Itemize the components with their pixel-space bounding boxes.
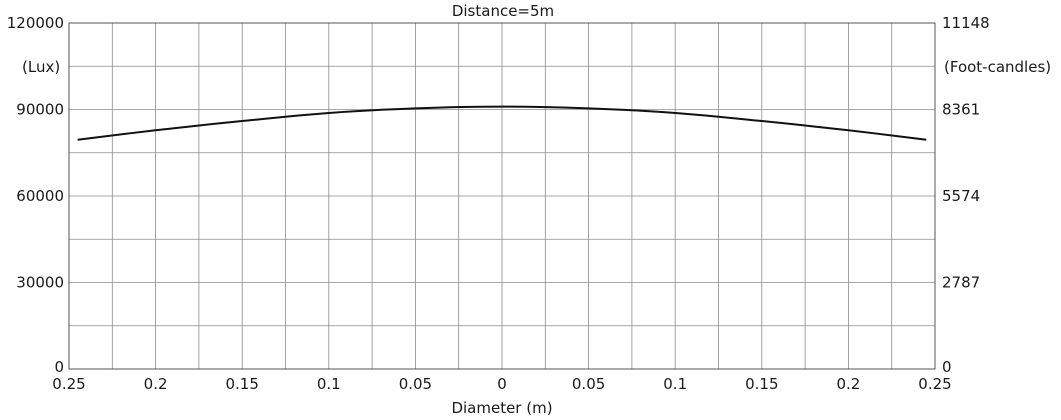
x-tick-label: 0.25 <box>918 375 951 393</box>
y2-tick-label: 2787 <box>942 274 980 292</box>
y2-tick-label: 8361 <box>942 101 980 119</box>
x-axis-title: Diameter (m) <box>451 399 552 417</box>
x-tick-label: 0.1 <box>663 375 687 393</box>
x-axis-ticks: 0.25 0.2 0.15 0.1 0.05 0 0.05 0.1 0.15 0.2 0.25 <box>52 375 951 393</box>
series-layer <box>77 105 927 141</box>
y2-tick-label: 11148 <box>942 14 990 32</box>
y-axis-ticks: 0 30000 60000 90000 120000 <box>7 14 64 376</box>
y-axis-unit-label: (Lux) <box>22 58 60 76</box>
series-line <box>77 105 927 141</box>
y-tick-label: 0 <box>54 358 64 376</box>
x-tick-label: 0.05 <box>572 375 605 393</box>
x-tick-label: 0.15 <box>225 375 258 393</box>
y2-tick-label: 0 <box>942 358 952 376</box>
x-tick-label: 0.25 <box>52 375 85 393</box>
x-tick-label: 0.2 <box>836 375 860 393</box>
x-tick-label: 0.05 <box>399 375 432 393</box>
chart-title: Distance=5m <box>452 2 554 20</box>
y2-axis-ticks: 0 2787 5574 8361 11148 <box>942 14 990 376</box>
y-tick-label: 60000 <box>16 187 64 205</box>
x-tick-label: 0.2 <box>144 375 168 393</box>
plot-frame <box>68 22 936 370</box>
x-tick-label: 0.15 <box>745 375 778 393</box>
y2-axis-unit-label: (Foot-candles) <box>944 58 1051 76</box>
y2-tick-label: 5574 <box>942 187 980 205</box>
x-tick-label: 0 <box>497 375 507 393</box>
grid <box>69 23 935 369</box>
y-tick-label: 120000 <box>7 14 64 32</box>
x-tick-label: 0.1 <box>317 375 341 393</box>
y-tick-label: 30000 <box>16 274 64 292</box>
y-tick-label: 90000 <box>16 101 64 119</box>
